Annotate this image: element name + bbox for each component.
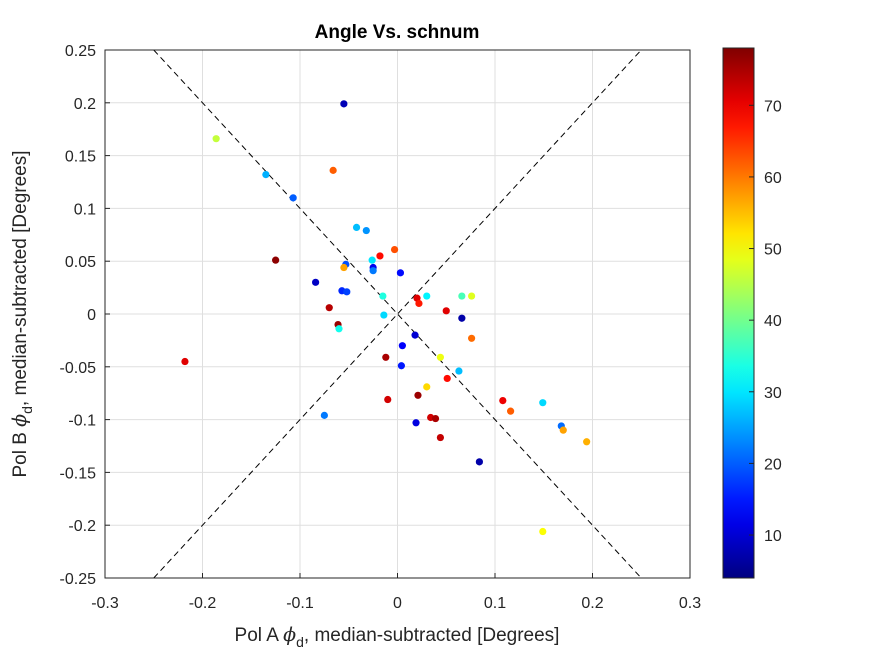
data-point: [212, 135, 220, 143]
data-point: [380, 311, 388, 319]
data-point: [362, 226, 370, 235]
x-axis-label-phi: ϕ: [283, 624, 296, 646]
data-point: [443, 374, 451, 383]
x-tick-label: -0.1: [286, 595, 314, 612]
colorbar-tick-label: 20: [764, 456, 782, 473]
data-point: [458, 292, 466, 300]
data-point: [312, 278, 320, 286]
x-tick-label: -0.2: [189, 595, 217, 612]
data-point: [272, 256, 280, 264]
data-point: [335, 325, 343, 333]
y-axis-label-suffix: , median-subtracted [Degrees]: [10, 150, 31, 406]
colorbar-tick-label: 60: [764, 170, 782, 187]
y-tick-label: -0.25: [60, 571, 97, 588]
data-point: [539, 399, 547, 407]
y-axis-label-phi: ϕ: [9, 414, 31, 427]
data-point: [468, 292, 476, 300]
data-point: [436, 353, 444, 361]
x-axis-ticks: -0.3 -0.2 -0.1 0 0.1 0.2 0.3: [91, 573, 701, 612]
data-point: [368, 256, 376, 264]
data-point: [475, 458, 483, 466]
x-tick-label: 0: [393, 595, 402, 612]
colorbar-tick-label: 70: [764, 98, 782, 115]
data-point: [181, 357, 189, 366]
data-point: [320, 411, 328, 419]
data-point: [455, 367, 463, 375]
colorbar-tick-label: 10: [764, 528, 782, 545]
data-point: [412, 419, 420, 427]
y-tick-label: 0: [87, 307, 96, 324]
data-point: [397, 362, 405, 370]
y-tick-label: -0.1: [68, 413, 96, 430]
colorbar: 10 20 30 40 50 60 70: [722, 47, 782, 579]
data-point: [415, 299, 423, 308]
x-axis-label-prefix: Pol A: [235, 625, 284, 646]
colorbar-scale: [722, 47, 755, 579]
data-point: [468, 334, 476, 342]
y-tick-label: -0.15: [60, 465, 97, 482]
data-point: [414, 391, 422, 399]
data-points: [181, 100, 591, 536]
data-point: [340, 100, 348, 108]
data-point: [340, 263, 348, 272]
colorbar-tick-label: 40: [764, 313, 782, 330]
data-point: [423, 383, 431, 391]
colorbar-tick-label: 50: [764, 242, 782, 259]
data-point: [398, 342, 406, 350]
data-point: [458, 314, 466, 322]
data-point: [507, 407, 515, 415]
y-axis-label: Pol B ϕd, median-subtracted [Degrees]: [9, 150, 35, 477]
y-axis-ticks: 0.25 0.2 0.15 0.1 0.05 0 -0.05 -0.1 -0.15 -0.2 -0.…: [60, 43, 110, 588]
data-point: [396, 269, 405, 277]
data-point: [369, 267, 377, 275]
chart-title: Angle Vs. schnum: [315, 22, 480, 43]
data-point: [539, 527, 547, 536]
y-tick-label: 0.05: [65, 254, 96, 271]
data-point: [499, 396, 507, 405]
data-point: [436, 433, 444, 442]
data-point: [411, 331, 419, 339]
data-point: [352, 223, 361, 232]
data-point: [390, 245, 399, 254]
y-tick-label: -0.2: [68, 518, 96, 535]
x-tick-label: 0.1: [484, 595, 506, 612]
data-point: [442, 307, 450, 315]
data-point: [343, 288, 351, 296]
data-point: [583, 438, 591, 446]
y-tick-label: 0.2: [74, 96, 96, 113]
x-axis-label: Pol A ϕd, median-subtracted [Degrees]: [235, 624, 560, 650]
x-tick-label: -0.3: [91, 595, 119, 612]
x-axis-label-subscript: d: [296, 634, 304, 650]
y-tick-label: -0.05: [60, 360, 97, 377]
y-tick-label: 0.1: [74, 201, 96, 218]
y-axis-label-subscript: d: [19, 406, 35, 414]
data-point: [289, 194, 297, 202]
y-tick-label: 0.25: [65, 43, 96, 60]
y-axis-label-prefix: Pol B: [10, 427, 31, 478]
data-point: [262, 171, 270, 179]
data-point: [384, 395, 392, 404]
data-point: [379, 292, 387, 300]
data-point: [325, 304, 333, 312]
x-axis-label-suffix: , median-subtracted [Degrees]: [304, 625, 560, 646]
data-point: [376, 252, 384, 260]
data-point: [431, 414, 440, 423]
y-tick-label: 0.15: [65, 149, 96, 166]
x-tick-label: 0.2: [581, 595, 603, 612]
x-tick-label: 0.3: [679, 595, 701, 612]
colorbar-tick-label: 30: [764, 385, 782, 402]
data-point: [423, 292, 431, 300]
data-point: [382, 353, 390, 361]
data-point: [559, 426, 567, 434]
data-point: [329, 166, 337, 174]
